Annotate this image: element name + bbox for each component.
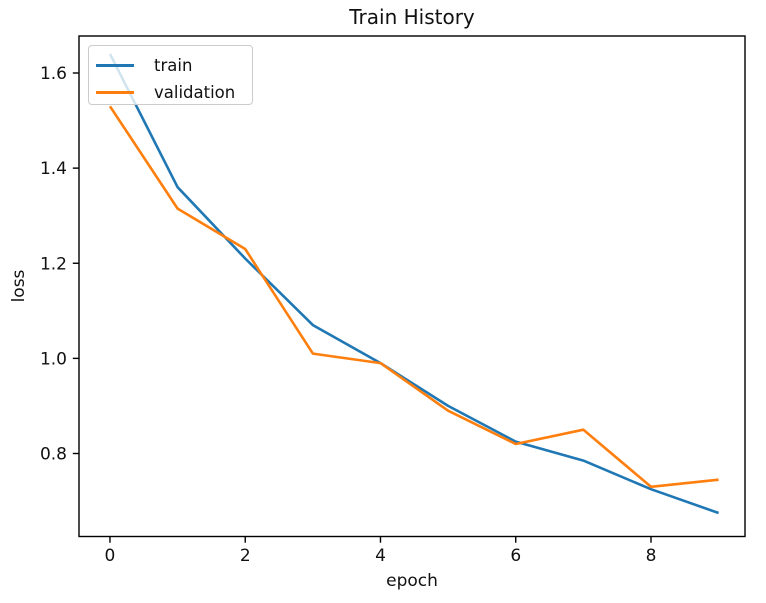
legend-label-train: train	[154, 56, 193, 75]
x-axis-label: epoch	[386, 571, 438, 591]
train-line	[108, 53, 720, 515]
y-tick-label: 1.2	[40, 254, 67, 274]
y-tick-label: 1.4	[40, 159, 67, 179]
legend: train validation	[88, 45, 253, 105]
x-tick-label: 8	[646, 546, 657, 566]
axes-border	[78, 35, 746, 538]
x-tick-label: 0	[105, 546, 116, 566]
y-tick-label: 1.0	[40, 349, 67, 369]
x-tick-label: 6	[510, 546, 521, 566]
legend-label-validation: validation	[154, 83, 236, 102]
validation-line	[108, 105, 719, 489]
legend-item-validation: validation	[96, 79, 244, 106]
y-axis-label: loss	[9, 269, 29, 303]
chart-title: Train History	[349, 5, 475, 29]
x-tick-label: 2	[240, 546, 251, 566]
validation-line-swatch	[96, 91, 134, 94]
legend-item-train: train	[96, 52, 244, 79]
train-line-swatch	[96, 64, 134, 67]
x-tick-label: 4	[375, 546, 386, 566]
y-tick-label: 0.8	[40, 445, 67, 465]
y-tick-label: 1.6	[40, 64, 67, 84]
